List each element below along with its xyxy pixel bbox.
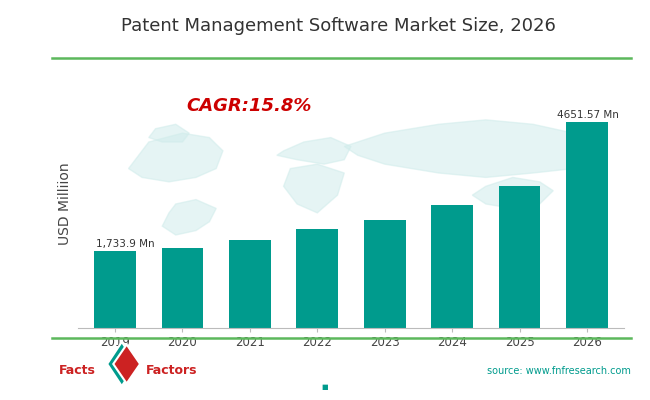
Text: 1,733.9 Mn: 1,733.9 Mn (96, 239, 155, 249)
Text: Patent Management Software Market Size, 2026: Patent Management Software Market Size, … (120, 17, 556, 35)
Polygon shape (107, 342, 136, 386)
Polygon shape (277, 138, 351, 164)
Y-axis label: USD Milliion: USD Milliion (58, 163, 72, 245)
Bar (499, 186, 540, 328)
Text: ■: ■ (322, 384, 328, 390)
Text: source: www.fnfresearch.com: source: www.fnfresearch.com (487, 366, 630, 376)
Bar (566, 122, 608, 328)
Polygon shape (113, 344, 140, 384)
Bar (162, 248, 203, 328)
Text: Facts: Facts (58, 364, 96, 376)
Bar (296, 229, 338, 328)
Text: CAGR:15.8%: CAGR:15.8% (186, 97, 311, 115)
Polygon shape (283, 164, 344, 213)
Bar (229, 240, 271, 328)
Polygon shape (473, 178, 553, 208)
Bar (364, 220, 406, 328)
Bar (94, 251, 136, 328)
Text: 4651.57 Mn: 4651.57 Mn (557, 110, 619, 120)
Polygon shape (129, 133, 223, 182)
Bar (431, 205, 473, 328)
Polygon shape (149, 124, 189, 142)
Polygon shape (344, 120, 587, 178)
Polygon shape (162, 200, 216, 235)
Text: Factors: Factors (146, 364, 198, 376)
